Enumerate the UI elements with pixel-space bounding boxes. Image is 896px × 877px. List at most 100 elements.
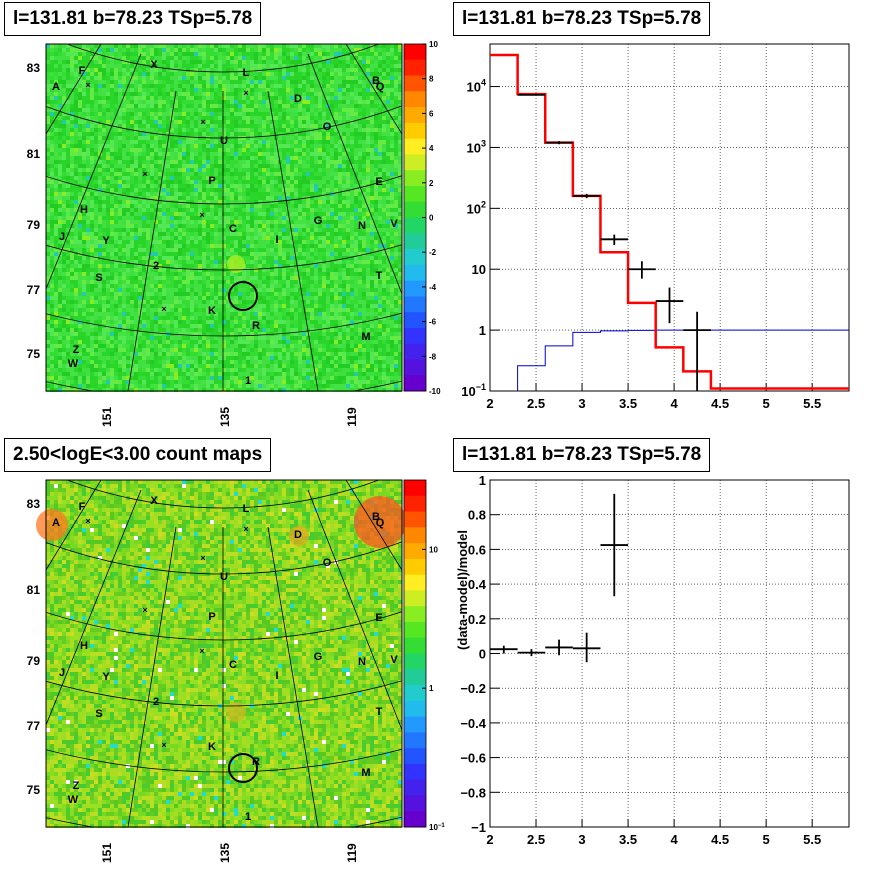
source-label-C: C <box>229 659 237 671</box>
colorbar-band <box>404 265 426 281</box>
source-label-T: T <box>376 270 383 282</box>
source-label-2: 2 <box>153 696 159 708</box>
x-tick-label: 151 <box>100 843 114 863</box>
source-label-A: A <box>52 81 60 93</box>
x-tick-label: 135 <box>218 843 232 863</box>
source-label-H: H <box>80 640 88 652</box>
colorbar-band <box>404 328 426 344</box>
residual-point <box>545 640 573 656</box>
source-marker: × <box>161 740 166 750</box>
ratio-title: l=131.81 b=78.23 TSp=5.78 <box>453 438 710 472</box>
colorbar-band <box>404 91 426 107</box>
source-label-O: O <box>323 557 332 569</box>
source-label-J: J <box>59 231 65 243</box>
source-label-W: W <box>68 358 79 370</box>
source-marker: × <box>142 605 147 615</box>
source-label-D: D <box>294 93 302 105</box>
x-tick-label: 5.5 <box>803 396 821 411</box>
colorbar-band <box>404 795 426 811</box>
y-tick-label: 75 <box>27 347 41 361</box>
source-marker: × <box>243 524 248 534</box>
grid <box>490 44 849 391</box>
data-point <box>656 288 684 324</box>
y-tick-label: −0.2 <box>460 681 486 696</box>
data-point <box>518 94 546 95</box>
x-tick-label: 2.5 <box>527 832 545 847</box>
x-tick-label: 3.5 <box>619 396 637 411</box>
source-label-K: K <box>208 741 216 753</box>
source-label-L: L <box>243 503 250 515</box>
x-tick-label: 4.5 <box>711 396 729 411</box>
source-label-Z: Z <box>73 780 80 792</box>
source-label-Y: Y <box>102 235 110 247</box>
colorbar-band <box>404 139 426 155</box>
x-tick-label: 2.5 <box>527 396 545 411</box>
source-label-S: S <box>95 708 102 720</box>
source-label-C: C <box>229 223 237 235</box>
x-tick-label: 135 <box>218 407 232 427</box>
colorbar-band <box>404 622 426 638</box>
source-label-I: I <box>275 234 278 246</box>
colorbar-tick-label: -2 <box>429 248 437 257</box>
colorbar-tick-label: 4 <box>429 144 434 153</box>
colorbar-band <box>404 748 426 764</box>
y-tick-label: 10−1 <box>461 382 486 399</box>
source-label-D: D <box>294 529 302 541</box>
model-line <box>490 55 849 388</box>
x-tick-label: 4.5 <box>711 832 729 847</box>
x-tick-label: 4 <box>670 832 678 847</box>
y-tick-label: 79 <box>27 654 41 668</box>
colorbar-band <box>404 312 426 328</box>
y-tick-label: 81 <box>27 147 41 161</box>
data-point <box>573 194 601 198</box>
bright-source-spot <box>226 702 246 722</box>
y-tick-label: 1 <box>479 323 486 338</box>
colorbar-band <box>404 606 426 622</box>
y-tick-label: 102 <box>467 199 486 216</box>
colorbar-band <box>404 218 426 234</box>
source-label-X: X <box>150 59 158 71</box>
map-pixels <box>46 44 402 392</box>
colorbar-band <box>404 202 426 218</box>
colorbar-band <box>404 575 426 591</box>
residual-point <box>518 649 546 656</box>
y-tick-label: 75 <box>27 783 41 797</box>
colorbar-band <box>404 296 426 312</box>
x-tick-label: 119 <box>345 843 359 863</box>
source-label-M: M <box>361 331 370 343</box>
y-tick-label: 1 <box>479 473 486 488</box>
y-tick-label: −0.6 <box>460 751 486 766</box>
source-label-G: G <box>314 215 323 227</box>
y-tick-label: 103 <box>467 138 486 155</box>
x-tick-label: 151 <box>100 407 114 427</box>
colorbar-tick-label: 0 <box>429 214 434 223</box>
source-label-U: U <box>220 571 228 583</box>
source-label-Y: Y <box>102 671 110 683</box>
source-marker: × <box>142 169 147 179</box>
colorbar-band <box>404 638 426 654</box>
source-label-M: M <box>361 767 370 779</box>
colorbar-tick-label: -4 <box>429 283 437 292</box>
colorbar-band <box>404 344 426 360</box>
y-tick-label: 10 <box>472 262 486 277</box>
colorbar-band <box>404 249 426 265</box>
source-label-K: K <box>208 305 216 317</box>
source-label-U: U <box>220 135 228 147</box>
source-label-P: P <box>208 611 215 623</box>
colorbar-tick-label: 10−1 <box>429 823 445 832</box>
colorbar-band <box>404 527 426 543</box>
colorbar-tick-label: 2 <box>429 179 434 188</box>
colorbar-band <box>404 685 426 701</box>
data-point <box>600 235 628 245</box>
residual-point <box>490 646 518 654</box>
colorbar-tick-label: 10 <box>429 545 438 554</box>
y-tick-label: 77 <box>27 283 41 297</box>
y-tick-label: −0.8 <box>460 785 486 800</box>
source-label-E: E <box>375 612 382 624</box>
plot-area <box>490 55 849 391</box>
colorbar-band <box>404 186 426 202</box>
source-label-Q: Q <box>376 517 385 529</box>
